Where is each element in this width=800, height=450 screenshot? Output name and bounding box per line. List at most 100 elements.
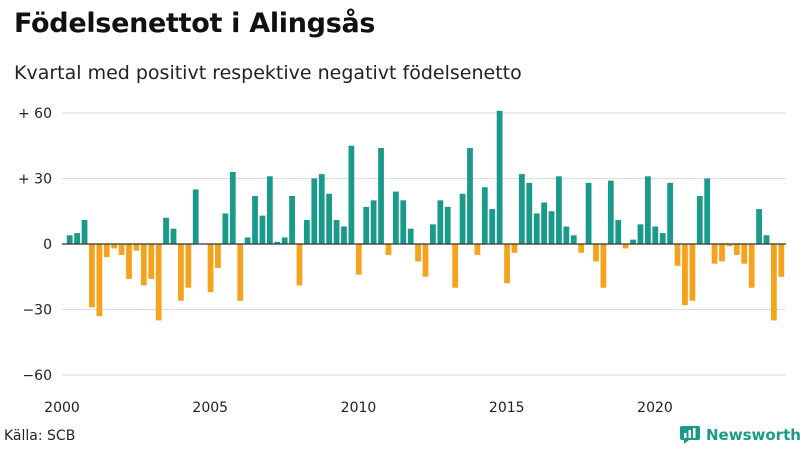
bar xyxy=(771,244,777,321)
bar xyxy=(763,235,770,244)
bar xyxy=(704,178,711,244)
brand-name: Newsworthy xyxy=(706,426,800,444)
bar xyxy=(526,182,533,244)
bar xyxy=(756,209,762,244)
bar xyxy=(311,178,318,244)
bar xyxy=(348,145,355,244)
newsworthy-logo[interactable]: Newsworthy xyxy=(680,426,800,444)
bar xyxy=(615,219,622,244)
bar xyxy=(126,244,132,279)
bar xyxy=(541,202,547,244)
bar xyxy=(518,174,525,244)
bar xyxy=(363,206,370,244)
bar xyxy=(170,228,177,244)
bar xyxy=(66,235,73,244)
bar xyxy=(607,180,614,244)
bar xyxy=(178,244,184,301)
bar xyxy=(437,200,444,244)
bar xyxy=(659,233,666,244)
bar xyxy=(215,244,221,269)
bar xyxy=(489,209,496,244)
bar xyxy=(192,189,199,244)
bar xyxy=(689,244,696,301)
bar xyxy=(696,195,703,244)
bar xyxy=(304,219,310,244)
chart-title: Födelsenettot i Alingsås xyxy=(14,8,376,39)
bar xyxy=(585,182,592,244)
bar xyxy=(593,244,599,262)
bar xyxy=(459,193,466,244)
bar xyxy=(252,195,258,244)
source-note: Källa: SCB xyxy=(4,428,76,444)
bar xyxy=(341,226,347,244)
bar xyxy=(637,224,644,244)
x-tick-label: 2015 xyxy=(489,400,525,416)
bar xyxy=(733,244,740,255)
bar xyxy=(378,147,384,244)
bar xyxy=(511,244,518,253)
bar xyxy=(533,213,540,244)
bar xyxy=(111,244,118,249)
bar xyxy=(96,244,103,317)
bar xyxy=(229,171,236,244)
bar xyxy=(133,244,140,251)
bar xyxy=(155,244,162,321)
bar xyxy=(333,219,340,244)
bar xyxy=(430,224,436,244)
bar xyxy=(496,110,503,244)
bar xyxy=(103,244,110,258)
bar xyxy=(570,235,577,244)
bar xyxy=(118,244,125,255)
bar xyxy=(81,219,88,244)
bar xyxy=(504,244,510,284)
bar xyxy=(74,233,81,244)
bar xyxy=(578,244,585,253)
bar xyxy=(644,176,651,244)
bar xyxy=(89,244,95,308)
bar xyxy=(748,244,755,288)
bar xyxy=(422,244,429,277)
bar xyxy=(741,244,748,264)
bar xyxy=(630,239,636,244)
bar xyxy=(326,193,333,244)
newsworthy-logo-icon xyxy=(680,426,700,444)
bar xyxy=(163,217,169,244)
bar xyxy=(244,237,251,244)
bar xyxy=(318,174,325,244)
bar xyxy=(726,244,733,247)
bar xyxy=(296,244,303,286)
bar xyxy=(711,244,718,264)
bar xyxy=(207,244,214,293)
y-tick-label: −30 xyxy=(22,303,52,319)
bar xyxy=(274,241,281,244)
bar xyxy=(407,228,414,244)
bar xyxy=(600,244,607,288)
bar xyxy=(400,200,407,244)
bar xyxy=(281,237,288,244)
bar xyxy=(667,182,674,244)
bar xyxy=(674,244,681,266)
bar xyxy=(140,244,147,286)
bar xyxy=(355,244,362,275)
bar xyxy=(259,215,266,244)
bar xyxy=(474,244,481,255)
bar xyxy=(266,176,273,244)
y-tick-label: 0 xyxy=(43,237,52,253)
bar xyxy=(548,211,555,244)
bar xyxy=(467,147,473,244)
chart-subtitle: Kvartal med positivt respektive negativt… xyxy=(14,62,522,84)
bar xyxy=(622,244,629,249)
bar xyxy=(452,244,459,288)
bar xyxy=(682,244,688,306)
x-tick-label: 2020 xyxy=(637,400,673,416)
bar xyxy=(652,226,659,244)
bar xyxy=(556,176,562,244)
bar xyxy=(222,213,229,244)
bar xyxy=(444,206,451,244)
bar xyxy=(481,187,488,244)
x-tick-label: 2000 xyxy=(44,400,80,416)
x-tick-label: 2005 xyxy=(192,400,228,416)
bar xyxy=(185,244,192,288)
bar xyxy=(237,244,244,301)
bar xyxy=(370,200,377,244)
